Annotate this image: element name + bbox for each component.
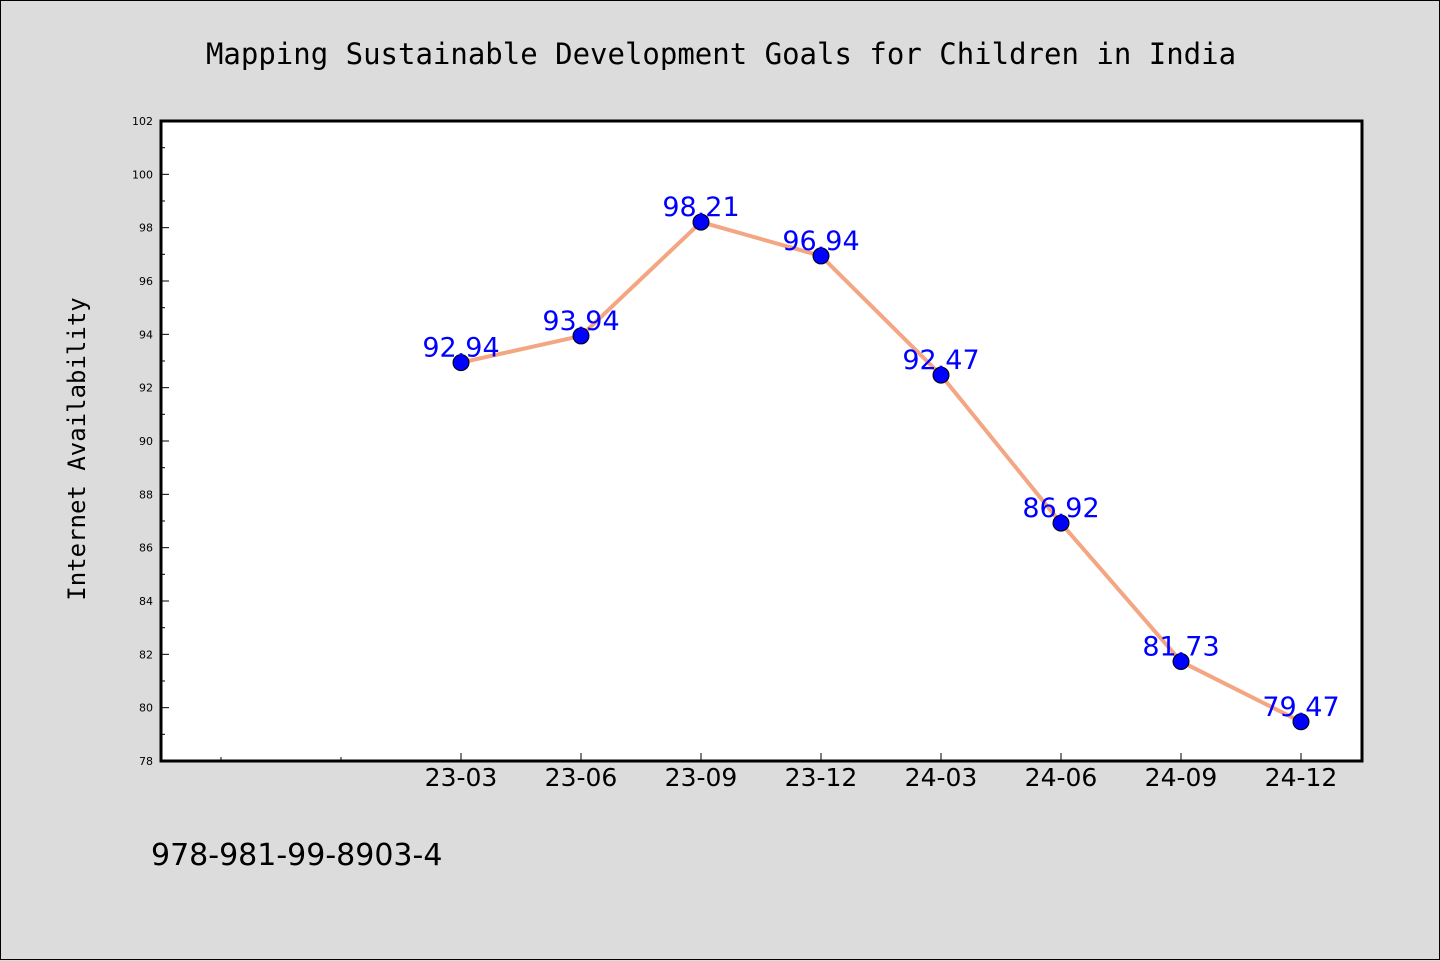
chart-title: Mapping Sustainable Development Goals fo… [206, 37, 1236, 71]
data-label: 98.21 [662, 192, 739, 223]
data-point [1292, 713, 1310, 731]
y-tick-label: 84 [139, 595, 153, 608]
y-tick-label: 96 [139, 275, 153, 288]
series-line [460, 220, 1302, 724]
x-tick-label: 23-09 [665, 763, 738, 792]
data-point [692, 213, 710, 231]
x-tick-label: 23-06 [545, 763, 618, 792]
y-tick-label: 78 [139, 755, 153, 768]
x-axis-ticks: 23-03 23-06 23-09 23-12 24-03 24-06 24-09 24-12 [220, 753, 1338, 792]
data-label: 86.92 [1022, 493, 1099, 524]
x-tick-label: 24-12 [1265, 763, 1338, 792]
plot-area [159, 119, 1364, 763]
y-tick-label: 90 [139, 435, 153, 448]
isbn-text: 978-981-99-8903-4 [151, 838, 442, 873]
data-label: 92.47 [902, 345, 979, 376]
data-label: 79.47 [1262, 692, 1339, 723]
data-label: 81.73 [1142, 632, 1219, 663]
y-tick-label: 100 [132, 168, 153, 181]
y-tick-label: 92 [139, 382, 153, 395]
y-tick-label: 82 [139, 648, 153, 661]
x-tick-label: 23-12 [785, 763, 858, 792]
x-tick-label: 24-03 [905, 763, 978, 792]
x-tick-label: 24-06 [1025, 763, 1098, 792]
data-label: 96.94 [782, 226, 859, 257]
y-axis-label: Internet Availability [63, 297, 91, 600]
series-line-group [460, 220, 1302, 724]
data-point [1172, 653, 1190, 671]
data-label: 93.94 [542, 306, 619, 337]
data-point [812, 247, 830, 265]
y-tick-label: 86 [139, 542, 153, 555]
x-tick-label: 24-09 [1145, 763, 1218, 792]
y-tick-label: 88 [139, 488, 153, 501]
data-point [932, 366, 950, 384]
y-tick-label: 102 [132, 115, 153, 128]
data-label: 92.94 [422, 333, 499, 364]
data-point [1052, 514, 1070, 532]
y-tick-label: 80 [139, 702, 153, 715]
data-point [452, 354, 470, 372]
data-labels: 92.94 93.94 98.21 96.94 92.47 86.92 81.73 79.47 [422, 192, 1339, 723]
series-markers [452, 213, 1310, 731]
data-point [572, 327, 590, 345]
x-tick-label: 23-03 [425, 763, 498, 792]
y-axis-ticks: 78 80 82 84 86 88 90 92 94 96 98 100 102 [132, 115, 169, 768]
y-tick-label: 98 [139, 222, 153, 235]
y-tick-label: 94 [139, 328, 153, 341]
